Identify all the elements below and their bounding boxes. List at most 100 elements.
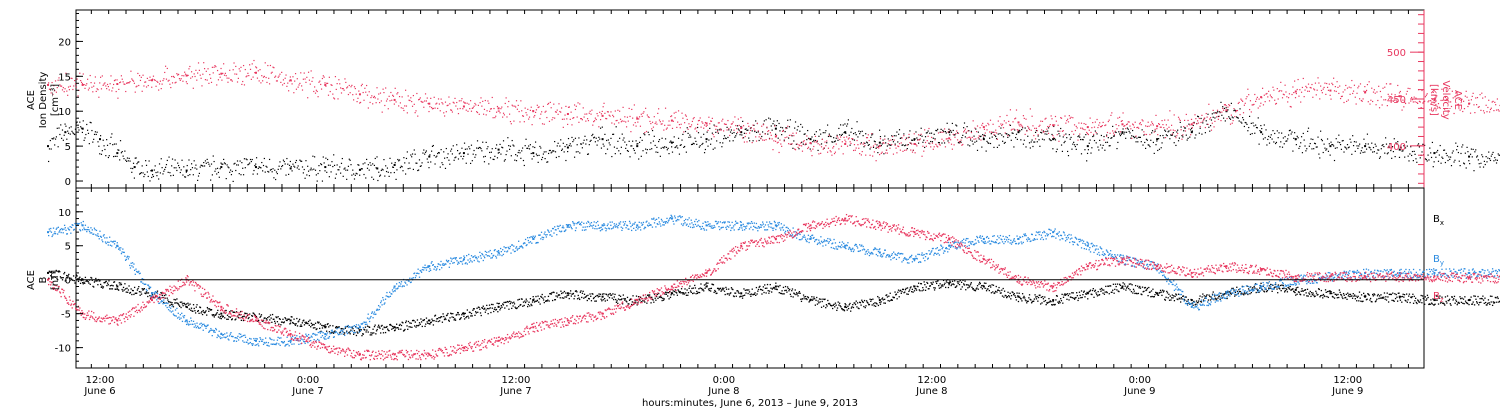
sample-dot xyxy=(304,177,306,179)
sample-dot xyxy=(611,155,613,158)
sample-dot xyxy=(62,87,64,89)
sample-dot xyxy=(1263,124,1265,126)
sample-dot xyxy=(525,112,527,114)
sample-dot xyxy=(1459,165,1461,167)
sample-dot xyxy=(1129,125,1131,127)
sample-dot xyxy=(216,84,218,86)
sample-dot xyxy=(523,121,525,123)
sample-dot xyxy=(1380,96,1382,98)
sample-dot xyxy=(538,106,540,108)
sample-dot xyxy=(504,102,506,105)
sample-dot xyxy=(604,133,606,135)
data-point xyxy=(462,152,465,155)
sample-dot xyxy=(904,144,907,146)
sample-dot xyxy=(514,105,516,107)
sample-dot xyxy=(202,73,204,75)
sample-dot xyxy=(777,141,779,143)
sample-dot xyxy=(1406,90,1408,93)
sample-dot xyxy=(667,147,669,149)
sample-dot xyxy=(488,163,490,165)
sample-dot xyxy=(936,130,938,132)
sample-dot xyxy=(788,143,790,145)
sample-dot xyxy=(217,171,220,174)
sample-dot xyxy=(399,166,402,169)
sample-dot xyxy=(1116,147,1118,150)
sample-dot xyxy=(266,81,268,84)
sample-dot xyxy=(670,140,672,142)
sample-dot xyxy=(1161,142,1163,144)
sample-dot xyxy=(82,73,84,75)
sample-dot xyxy=(1191,130,1193,132)
sample-dot xyxy=(1111,112,1113,114)
sample-dot xyxy=(1084,129,1086,131)
sample-dot xyxy=(236,81,239,83)
sample-dot xyxy=(813,133,816,135)
sample-dot xyxy=(345,169,347,171)
sample-dot xyxy=(1102,144,1104,147)
sample-dot xyxy=(1389,143,1391,145)
sample-dot xyxy=(852,132,855,135)
sample-dot xyxy=(602,143,604,145)
sample-dot xyxy=(748,125,750,127)
sample-dot xyxy=(1060,117,1063,119)
sample-dot xyxy=(1078,122,1080,124)
sample-dot xyxy=(354,174,356,176)
sample-dot xyxy=(339,83,341,85)
sample-dot xyxy=(889,147,891,149)
sample-dot xyxy=(67,132,70,134)
sample-dot xyxy=(539,145,541,148)
sample-dot xyxy=(818,153,820,155)
sample-dot xyxy=(641,115,643,117)
sample-dot xyxy=(112,83,115,86)
sample-dot xyxy=(183,75,185,77)
sample-dot xyxy=(672,141,674,143)
sample-dot xyxy=(167,80,169,82)
sample-dot xyxy=(429,154,431,156)
sample-dot xyxy=(528,116,531,118)
sample-dot xyxy=(1144,147,1147,149)
sample-dot xyxy=(1105,141,1107,144)
sample-dot xyxy=(547,152,550,155)
sample-dot xyxy=(704,121,707,124)
sample-dot xyxy=(961,144,963,146)
sample-dot xyxy=(417,115,419,117)
sample-dot xyxy=(1143,131,1145,133)
sample-dot xyxy=(564,145,566,148)
sample-dot xyxy=(418,99,420,101)
sample-dot xyxy=(1080,138,1082,141)
sample-dot xyxy=(959,141,961,144)
sample-dot xyxy=(308,175,311,177)
sample-dot xyxy=(235,169,237,172)
sample-dot xyxy=(1196,120,1199,122)
sample-dot xyxy=(975,138,977,140)
sample-dot xyxy=(536,104,538,106)
sample-dot xyxy=(956,125,958,127)
sample-dot xyxy=(423,149,425,151)
sample-dot xyxy=(129,81,131,83)
sample-dot xyxy=(593,137,595,139)
sample-dot xyxy=(767,133,769,135)
sample-dot xyxy=(1396,100,1398,102)
sample-dot xyxy=(570,111,572,113)
sample-dot xyxy=(401,166,403,168)
sample-dot xyxy=(158,89,160,91)
sample-dot xyxy=(127,82,129,84)
sample-dot xyxy=(524,107,526,109)
sample-dot xyxy=(125,291,127,293)
sample-dot xyxy=(934,138,936,140)
sample-dot xyxy=(1110,114,1112,116)
sample-dot xyxy=(1431,98,1434,100)
sample-dot xyxy=(539,117,541,120)
sample-dot xyxy=(1010,139,1012,141)
sample-dot xyxy=(475,154,477,156)
sample-dot xyxy=(671,146,673,148)
sample-dot xyxy=(712,148,714,150)
sample-dot xyxy=(141,165,143,167)
sample-dot xyxy=(325,85,327,87)
sample-dot xyxy=(495,115,497,117)
sample-dot xyxy=(782,130,785,132)
sample-dot xyxy=(1391,157,1393,159)
sample-dot xyxy=(75,86,77,88)
sample-dot xyxy=(738,129,740,131)
sample-dot xyxy=(179,171,181,174)
